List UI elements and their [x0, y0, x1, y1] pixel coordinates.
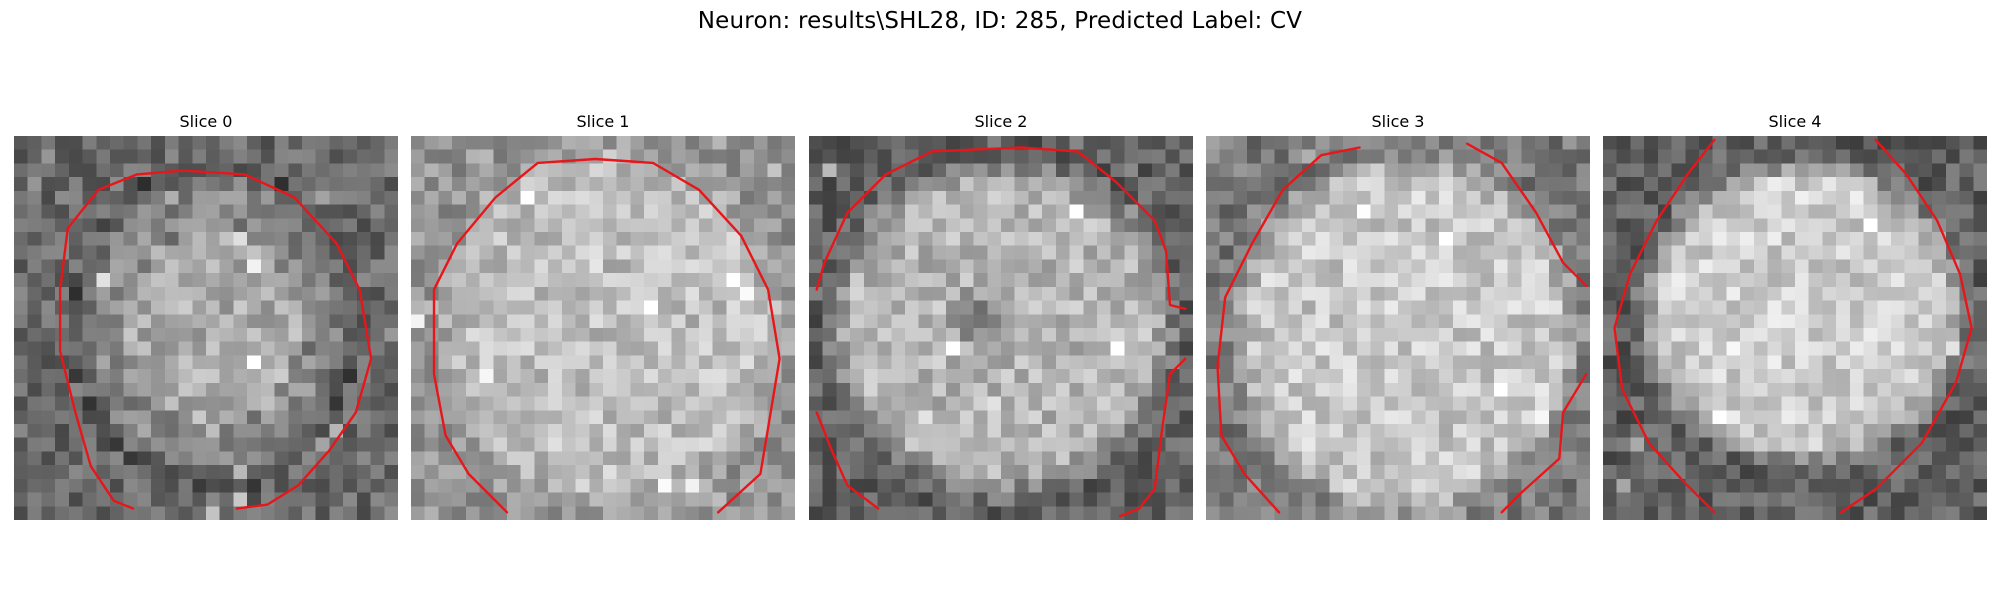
- slice-image-2: [809, 136, 1193, 520]
- slice-image-1: [411, 136, 795, 520]
- slice-title-3: Slice 3: [1206, 112, 1590, 131]
- figure-title: Neuron: results\SHL28, ID: 285, Predicte…: [0, 8, 2000, 34]
- slice-image-4: [1603, 136, 1987, 520]
- slice-title-1: Slice 1: [411, 112, 795, 131]
- slice-image-0: [14, 136, 398, 520]
- slice-title-2: Slice 2: [809, 112, 1193, 131]
- slice-image-3: [1206, 136, 1590, 520]
- slice-title-4: Slice 4: [1603, 112, 1987, 131]
- slice-title-0: Slice 0: [14, 112, 398, 131]
